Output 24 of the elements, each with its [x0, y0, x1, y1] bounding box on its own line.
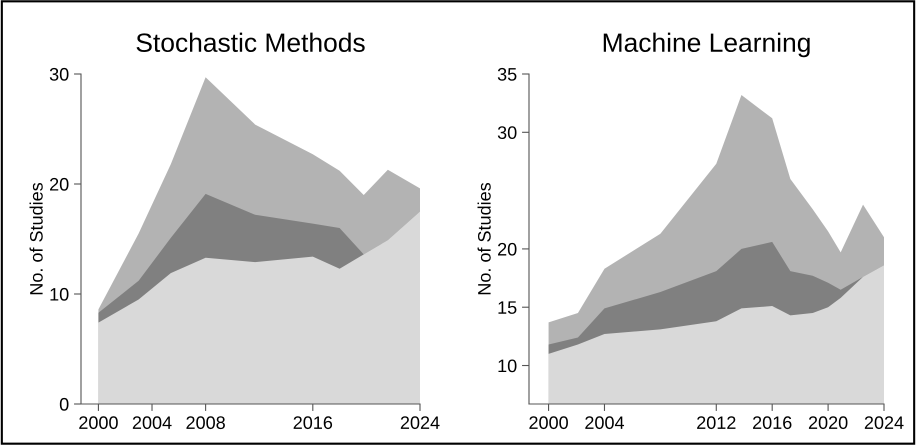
x-tick-label: 2004 [132, 416, 172, 430]
y-tick-label: 10 [498, 359, 516, 372]
y-tick-label: 30 [50, 68, 68, 81]
y-tick-label: 20 [50, 178, 68, 191]
y-axis-title: No. of Studies [478, 182, 491, 294]
x-tick-label: 2024 [864, 416, 904, 430]
y-tick-label: 15 [498, 301, 516, 314]
x-tick-label: 2012 [697, 416, 736, 430]
y-tick-label: 20 [498, 242, 516, 256]
x-tick-label: 2016 [294, 416, 332, 430]
x-tick-label: 2004 [585, 416, 624, 430]
y-tick-label: 0 [60, 398, 68, 411]
x-tick-label: 2000 [529, 416, 568, 430]
y-tick-label: 35 [498, 68, 516, 81]
chart-title: Stochastic Methods [136, 32, 365, 52]
y-axis-title: No. of Studies [30, 182, 43, 294]
x-tick-label: 2008 [186, 416, 225, 430]
y-tick-label: 30 [498, 126, 516, 140]
x-tick-label: 2000 [79, 416, 118, 430]
x-tick-label: 2020 [808, 416, 848, 430]
x-tick-label: 2024 [400, 416, 440, 430]
x-tick-label: 2016 [753, 416, 792, 430]
chart-title: Machine Learning [604, 32, 810, 58]
y-tick-label: 10 [50, 288, 68, 301]
